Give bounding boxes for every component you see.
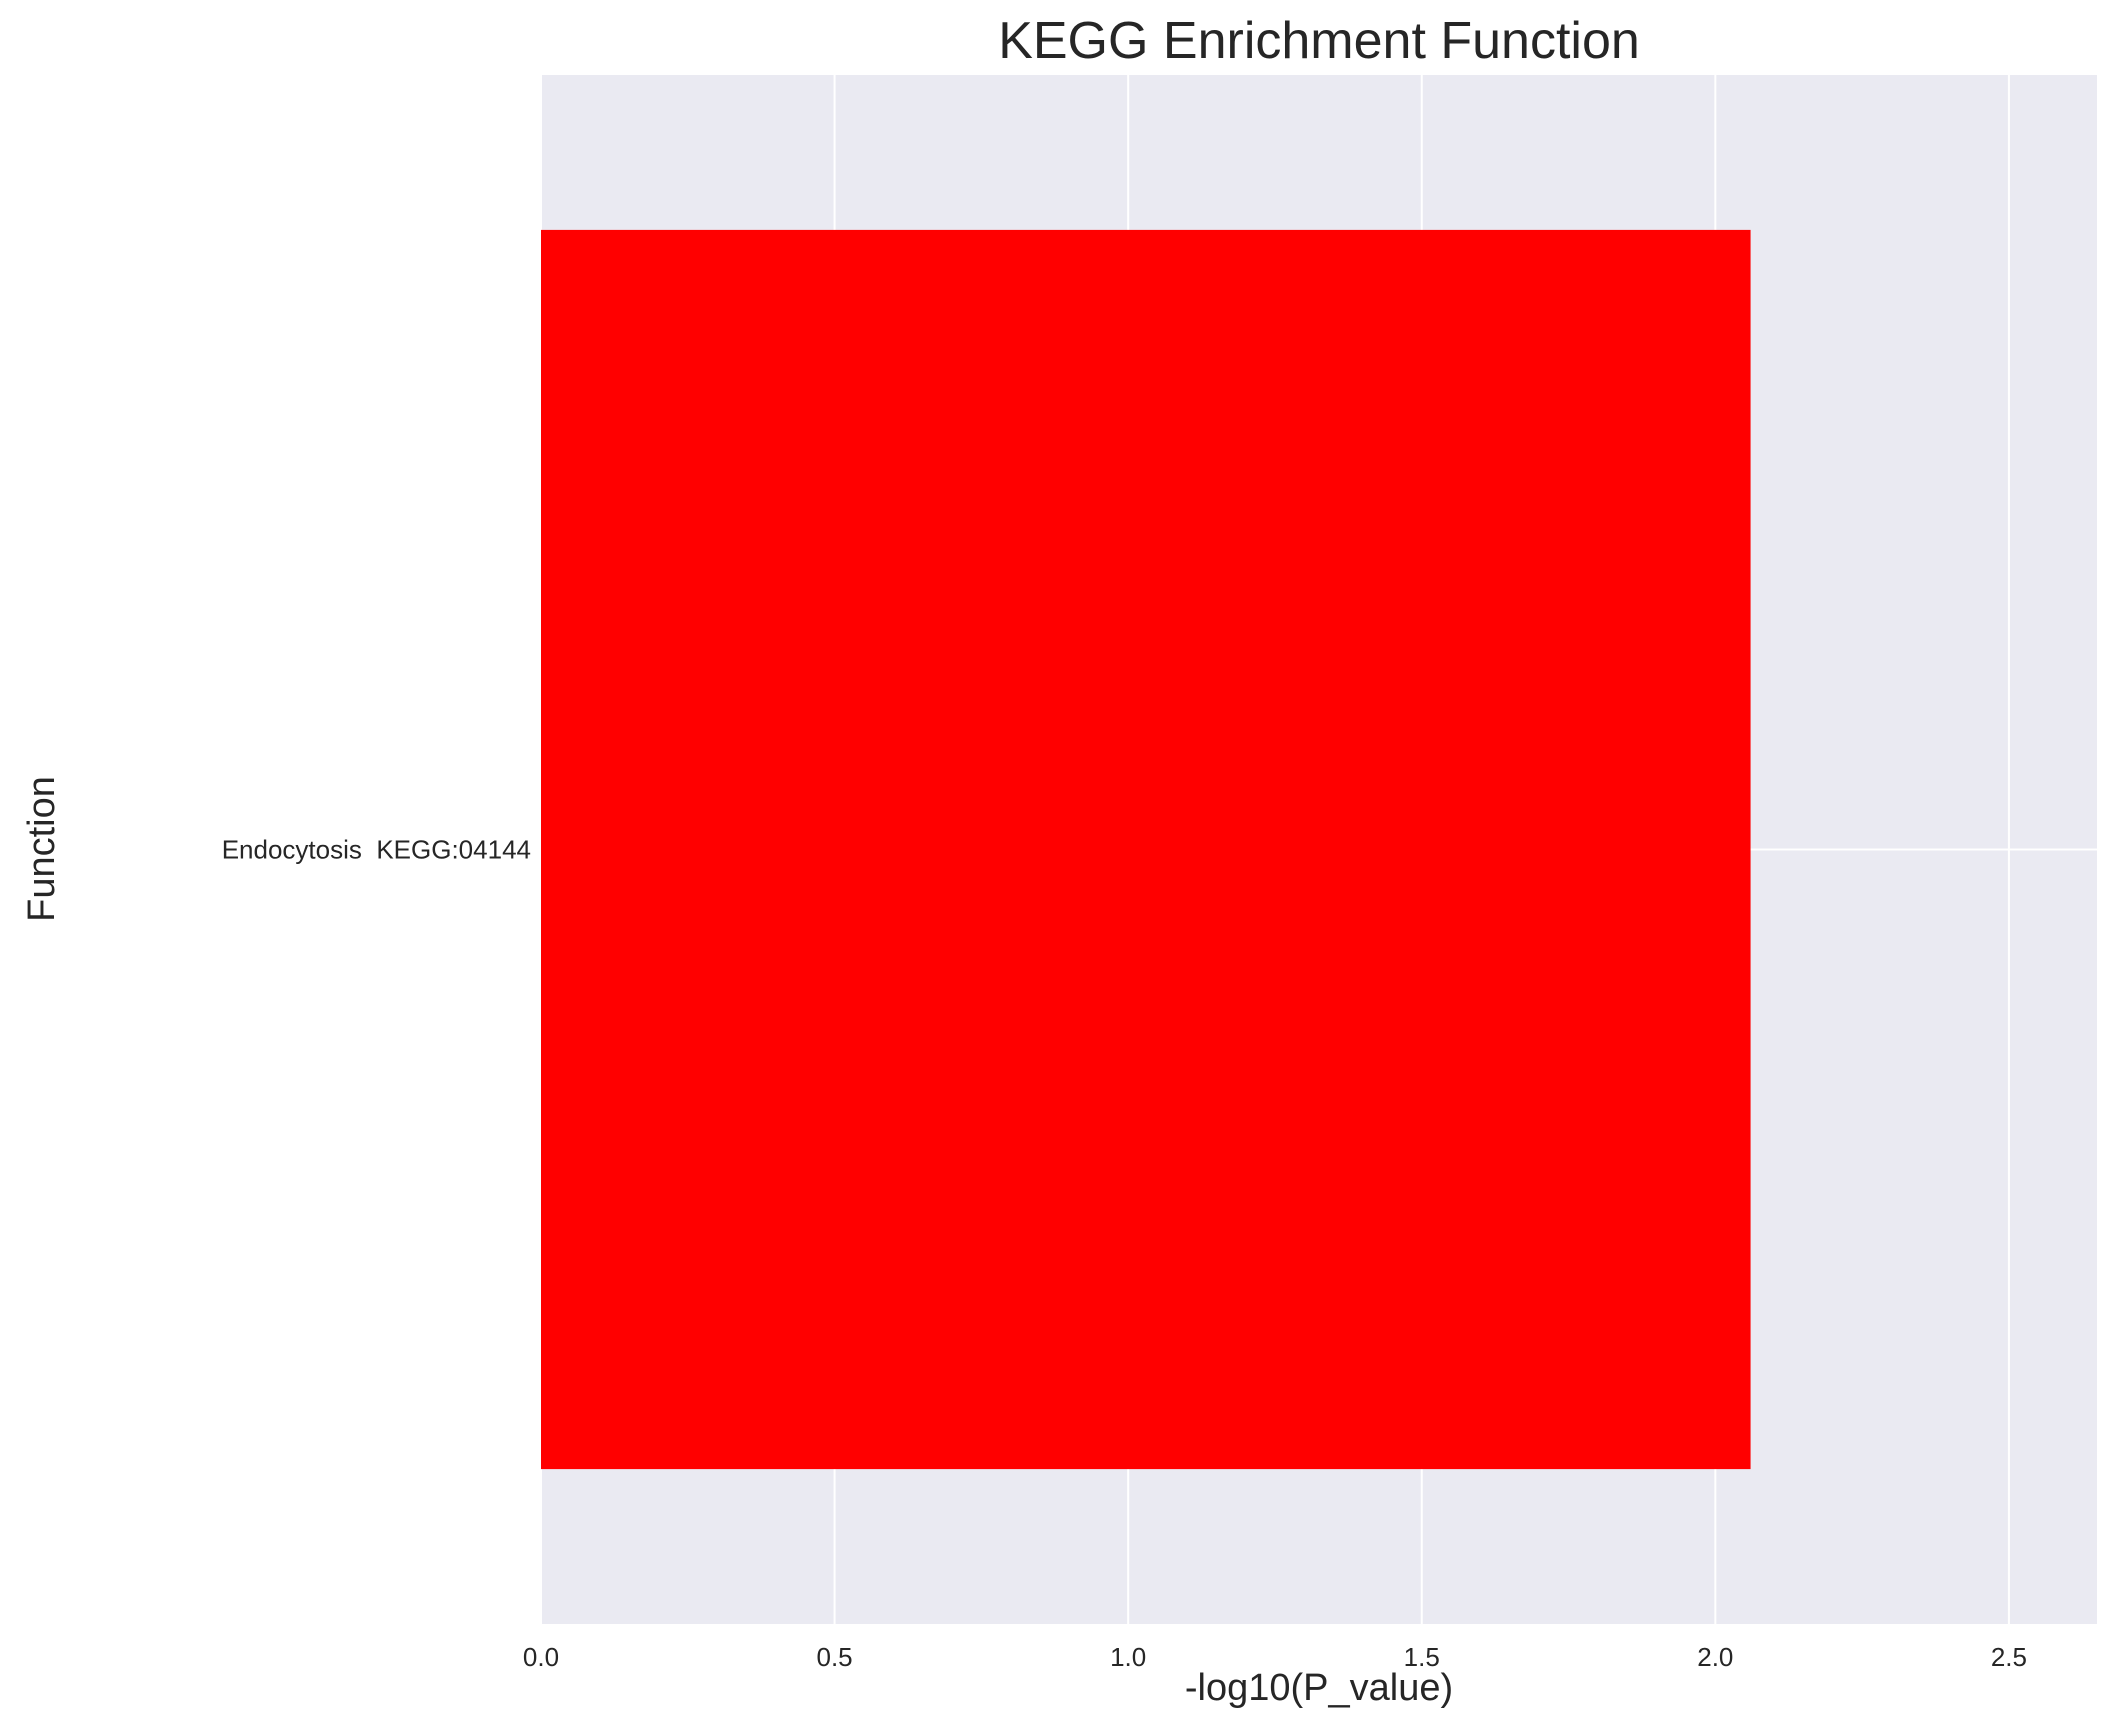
x-tick-labels: 0.0 0.5 1.0 1.5 2.0 2.5	[523, 1642, 2027, 1672]
y-tick-label: Endocytosis KEGG:04144	[222, 835, 531, 865]
bar	[541, 229, 1751, 1470]
y-tick-labels: Endocytosis KEGG:04144	[222, 835, 531, 865]
y-axis-label: Function	[21, 776, 63, 922]
x-tick-label: 1.5	[1404, 1642, 1440, 1672]
x-tick-label: 0.5	[817, 1642, 853, 1672]
x-tick-label: 2.5	[1991, 1642, 2027, 1672]
x-tick-label: 0.0	[523, 1642, 559, 1672]
x-tick-label: 1.0	[1110, 1642, 1146, 1672]
x-axis-label: -log10(P_value)	[1185, 1667, 1453, 1709]
x-tick-label: 2.0	[1697, 1642, 1733, 1672]
chart-title: KEGG Enrichment Function	[998, 12, 1640, 70]
bars	[541, 229, 1751, 1470]
